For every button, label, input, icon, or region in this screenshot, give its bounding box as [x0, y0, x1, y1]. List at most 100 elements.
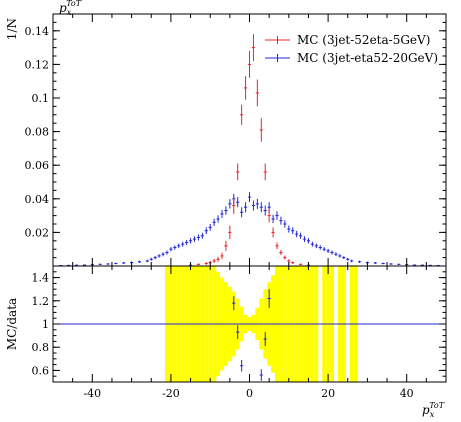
- blue-series-point: [188, 238, 193, 244]
- legend-label: MC (3jet-52eta-5GeV): [297, 33, 430, 47]
- blue-series-point: [338, 254, 342, 258]
- red-series-point: [267, 208, 271, 223]
- blue-series-point: [342, 256, 346, 260]
- blue-series-point: [275, 211, 279, 220]
- blue-series-point: [149, 257, 153, 261]
- top-x-axis-label: pxToT: [59, 0, 82, 17]
- blue-series-point: [177, 243, 181, 249]
- blue-series-point: [357, 260, 362, 263]
- main-y-tick-label: 0.1: [32, 92, 50, 105]
- blue-series-point: [240, 207, 244, 218]
- red-series-point: [251, 34, 256, 62]
- blue-series-point: [204, 227, 208, 235]
- blue-series-point: [153, 255, 157, 260]
- x-axis-label: pxToT: [422, 401, 445, 419]
- red-series-point: [240, 104, 244, 125]
- blue-series-point: [389, 263, 393, 265]
- blue-series-point: [298, 232, 303, 239]
- blue-series-point: [220, 209, 224, 218]
- blue-series-point: [346, 257, 350, 261]
- blue-series-point: [295, 230, 299, 238]
- ratio-y-tick-label: 0.6: [32, 364, 50, 377]
- blue-series-point: [243, 202, 248, 213]
- red-series-point: [255, 79, 259, 107]
- blue-series-point: [236, 197, 240, 208]
- red-series-point: [243, 76, 248, 100]
- blue-series-point: [306, 238, 311, 244]
- red-series-point: [298, 263, 303, 266]
- red-series-point: [291, 261, 295, 264]
- ratio-y-tick-label: 1: [42, 318, 49, 331]
- blue-series-point: [271, 214, 275, 224]
- red-series-point: [283, 255, 287, 260]
- main-y-tick-label: 0.14: [25, 25, 50, 38]
- red-series-point: [275, 242, 279, 250]
- main-y-tick-label: 0.08: [25, 126, 50, 139]
- ratio-y-axis-label: MC/data: [5, 298, 19, 350]
- blue-series-point: [165, 250, 169, 255]
- blue-series-point: [412, 264, 417, 266]
- blue-series-point: [200, 232, 204, 239]
- blue-series-point: [291, 227, 295, 235]
- blue-series-point: [330, 250, 334, 255]
- blue-series-point: [322, 247, 326, 252]
- legend: MC (3jet-52eta-5GeV) MC (3jet-eta52-20GeV…: [265, 33, 438, 65]
- main-panel: 0.02 0.04 0.06 0.08 0.1 0.12 0.14 1/N pxToT MC…: [5, 0, 447, 267]
- blue-ratio-point: [240, 359, 244, 372]
- x-tick-label: 20: [321, 387, 335, 400]
- main-y-tick-label: 0.02: [25, 226, 50, 239]
- blue-series-point: [216, 215, 220, 223]
- blue-series-point: [122, 261, 126, 264]
- blue-series-point: [173, 245, 177, 250]
- legend-label: MC (3jet-eta52-20GeV): [297, 51, 438, 65]
- blue-ratio-point: [267, 289, 271, 308]
- blue-series-point: [82, 264, 87, 266]
- blue-series-point: [279, 216, 283, 225]
- x-tick-label: 0: [246, 387, 253, 400]
- red-series-point: [212, 258, 216, 263]
- blue-series-point: [185, 239, 189, 245]
- x-tick-label: -20: [162, 387, 180, 400]
- x-tick-label: 40: [400, 387, 414, 400]
- main-y-axis: 0.02 0.04 0.06 0.08 0.1 0.12 0.14: [25, 21, 446, 259]
- ratio-y-axis: 0.6 0.8 1 1.2 1.4: [32, 271, 446, 377]
- blue-series-point: [161, 252, 165, 257]
- blue-series-point: [373, 261, 377, 264]
- blue-series-point: [326, 248, 330, 253]
- blue-series-point: [114, 262, 118, 265]
- x-tick-label: -40: [83, 387, 101, 400]
- blue-series-point: [145, 259, 149, 263]
- blue-series-point: [283, 220, 287, 228]
- blue-series-point: [208, 224, 212, 231]
- blue-series-point: [420, 264, 425, 266]
- blue-ratio-point: [236, 325, 240, 340]
- blue-series-point: [255, 198, 259, 209]
- blue-series-point: [334, 252, 338, 257]
- ratio-series-layer: [232, 289, 271, 381]
- blue-series-point: [181, 241, 185, 247]
- blue-series-point: [169, 247, 173, 252]
- blue-series-point: [381, 262, 385, 265]
- blue-series-point: [263, 205, 267, 216]
- blue-series-point: [350, 259, 354, 263]
- blue-series-point: [137, 260, 142, 263]
- blue-series-point: [74, 264, 79, 266]
- blue-series-point: [259, 202, 263, 213]
- red-series-point: [236, 163, 240, 181]
- blue-series-point: [106, 263, 110, 265]
- red-series-point: [228, 225, 232, 240]
- red-series-point: [279, 250, 283, 256]
- red-series-point: [263, 163, 267, 181]
- blue-ratio-point: [232, 296, 236, 311]
- x-axis: -40 -20 0 20 40: [52, 266, 447, 400]
- blue-series-point: [302, 236, 307, 242]
- blue-series-point: [192, 236, 197, 242]
- ratio-y-tick-label: 1.2: [32, 295, 50, 308]
- main-x-ticks: [52, 14, 447, 266]
- blue-series-point: [247, 192, 252, 203]
- blue-ratio-point: [259, 369, 263, 381]
- red-series-point: [224, 240, 228, 251]
- red-series-point: [196, 263, 201, 266]
- blue-series-point: [196, 234, 201, 241]
